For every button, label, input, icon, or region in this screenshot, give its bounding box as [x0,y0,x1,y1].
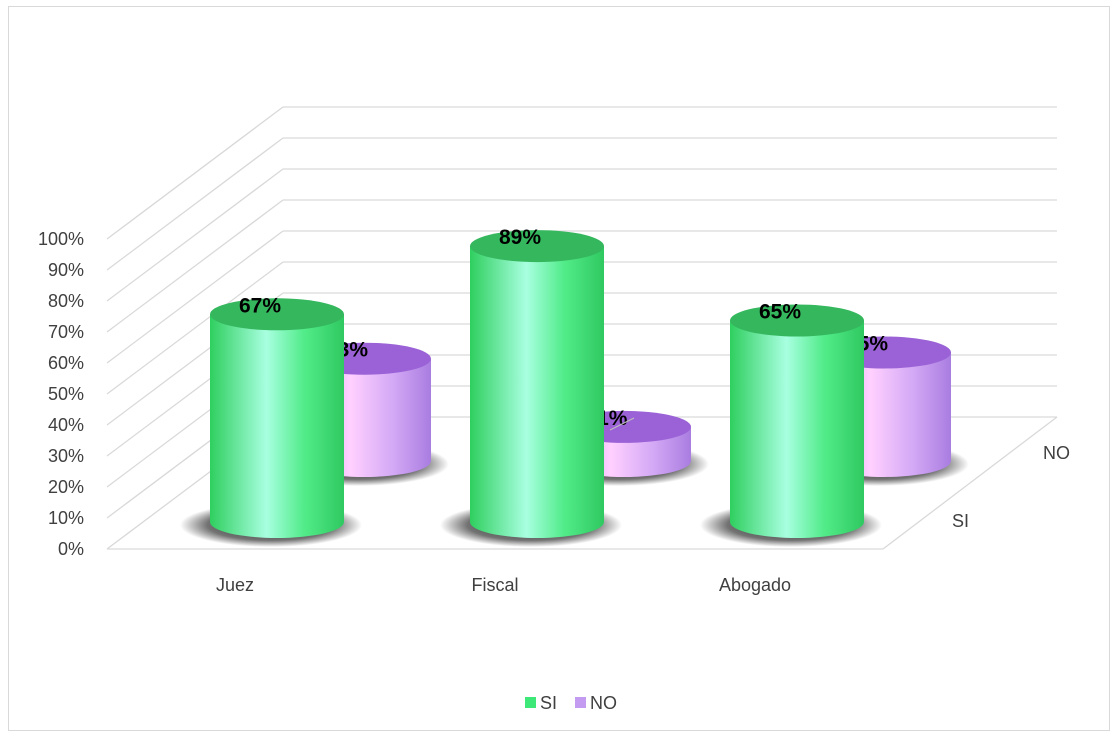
legend-label-no: NO [590,693,617,713]
data-label-leader [609,417,635,431]
y-tick-label: 70% [48,322,84,342]
bar-top [730,304,864,337]
bar-si-fiscal [440,230,622,547]
side-wall-gridline [106,230,284,364]
y-tick-label: 100% [38,229,84,249]
bar-body [730,320,864,538]
side-wall-gridline [106,106,284,240]
y-tick-label: 30% [48,446,84,466]
bar-si-abogado [700,304,882,547]
x-category-label: Abogado [719,575,791,595]
x-axis: Juez Fiscal Abogado [216,575,791,595]
x-category-label: Juez [216,575,254,595]
x-category-label: Fiscal [471,575,518,595]
legend-swatch-no [575,697,586,708]
y-tick-label: 40% [48,415,84,435]
legend: SI NO [525,693,617,713]
depth-axis: SI NO [952,443,1070,531]
data-label: 65% [759,301,801,324]
y-tick-label: 0% [58,539,84,559]
y-tick-label: 10% [48,508,84,528]
side-wall-gridline [106,137,284,271]
bars-group: 33%11%35%67%89%65% [180,226,969,547]
legend-swatch-si [525,697,536,708]
side-wall-gridline [106,168,284,302]
data-label: 89% [499,226,541,249]
y-axis: 0% 10% 20% 30% 40% 50% 60% 70% 80% 90% 100% [38,229,84,559]
depth-label-si: SI [952,511,969,531]
y-tick-label: 60% [48,353,84,373]
bar-top [470,230,604,263]
bar-body [470,246,604,538]
side-wall-gridline [106,261,284,395]
y-tick-label: 90% [48,260,84,280]
bar-si-juez [180,298,362,547]
bar-body [210,314,344,538]
y-tick-label: 20% [48,477,84,497]
side-wall-gridline [106,199,284,333]
y-tick-label: 80% [48,291,84,311]
bar-top [210,298,344,331]
floor-right-edge [882,416,1058,550]
legend-label-si: SI [540,693,557,713]
depth-label-no: NO [1043,443,1070,463]
y-tick-label: 50% [48,384,84,404]
data-label: 67% [239,294,281,317]
